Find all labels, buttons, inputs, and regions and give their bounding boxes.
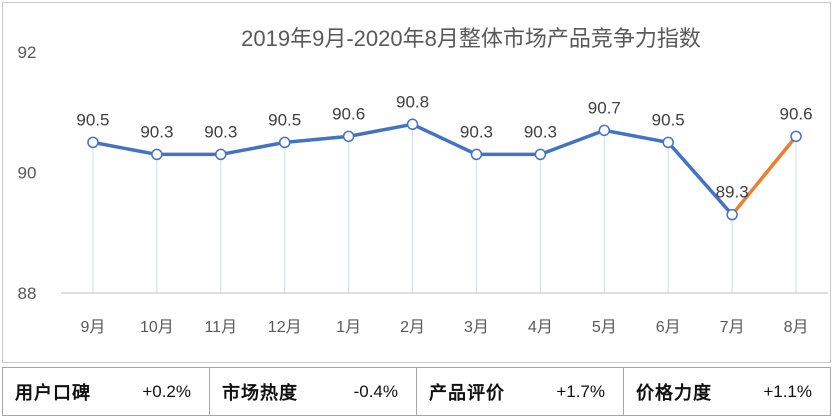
stat-value: +1.1% <box>763 381 812 401</box>
y-tick-label: 88 <box>18 284 37 303</box>
data-label: 90.3 <box>460 122 493 141</box>
drop-lines <box>92 124 797 293</box>
stat-value: +1.7% <box>556 381 605 401</box>
stat-label: 价格力度 <box>636 382 712 403</box>
line-segment <box>346 122 415 139</box>
line-segment <box>602 128 670 145</box>
y-tick-label: 92 <box>18 43 37 62</box>
stat-label: 市场热度 <box>222 382 298 403</box>
y-tick-label: 90 <box>18 164 37 183</box>
data-point <box>342 130 355 143</box>
line-segment <box>91 140 159 157</box>
line-segment <box>410 122 479 157</box>
stat-value: -0.4% <box>353 381 398 401</box>
data-point <box>598 124 611 137</box>
data-point <box>662 136 674 149</box>
line-chart: 2019年9月-2020年8月整体市场产品竞争力指数 92 90 88 9月 10月 1… <box>18 26 828 336</box>
line-segment <box>538 128 607 157</box>
data-labels: 90.5 90.3 90.3 90.5 90.6 90.8 90.3 90.3 90.7 90.5… <box>76 92 812 201</box>
data-point <box>726 208 738 221</box>
x-tick-label: 9月 <box>81 319 106 336</box>
line-segment <box>730 134 798 217</box>
x-tick-label: 10月 <box>140 319 174 336</box>
data-point <box>215 148 227 161</box>
data-point <box>534 148 547 161</box>
x-tick-label: 12月 <box>268 319 302 336</box>
chart-panel: 2019年9月-2020年8月整体市场产品竞争力指数 92 90 88 9月 10月 1… <box>2 2 831 363</box>
data-label: 90.6 <box>779 104 812 123</box>
data-label: 90.5 <box>268 110 301 129</box>
data-point <box>87 136 99 149</box>
data-point <box>278 136 291 149</box>
stat-label: 产品评价 <box>429 382 505 403</box>
data-label: 90.3 <box>524 122 557 141</box>
y-tick-labels: 92 90 88 <box>18 43 37 303</box>
x-tick-label: 7月 <box>720 319 745 336</box>
data-points <box>87 118 802 221</box>
stat-user-reputation: 用户口碑 +0.2% <box>3 368 210 415</box>
chart-title: 2019年9月-2020年8月整体市场产品竞争力指数 <box>241 26 701 51</box>
line-segment <box>666 140 734 217</box>
data-label: 90.3 <box>204 122 237 141</box>
data-point <box>151 148 163 161</box>
stat-product-rating: 产品评价 +1.7% <box>417 368 624 415</box>
line-segment <box>219 140 287 157</box>
data-label: 90.5 <box>76 110 109 129</box>
x-tick-label: 6月 <box>656 319 681 336</box>
x-tick-label: 5月 <box>592 319 617 336</box>
x-tick-label: 8月 <box>784 319 809 336</box>
stat-market-heat: 市场热度 -0.4% <box>210 368 417 415</box>
x-tick-label: 3月 <box>464 319 489 336</box>
x-tick-label: 2月 <box>400 319 425 336</box>
x-tick-labels: 9月 10月 11月 12月 1月 2月 3月 4月 5月 6月 7月 8月 <box>81 319 809 336</box>
data-label: 90.5 <box>652 110 685 129</box>
data-point <box>406 118 419 131</box>
x-tick-label: 4月 <box>528 319 553 336</box>
data-label: 90.7 <box>588 98 621 117</box>
data-point <box>790 130 802 143</box>
stat-value: +0.2% <box>142 381 191 401</box>
stat-price-strength: 价格力度 +1.1% <box>624 368 830 415</box>
line-segment <box>282 134 351 145</box>
x-tick-label: 11月 <box>204 319 237 336</box>
series-line <box>91 122 798 217</box>
data-label: 90.3 <box>140 122 173 141</box>
data-label: 90.8 <box>396 92 429 111</box>
data-label: 89.3 <box>716 183 749 202</box>
data-point <box>470 148 483 161</box>
data-label: 90.6 <box>332 104 365 123</box>
x-tick-label: 1月 <box>336 319 361 336</box>
stat-label: 用户口碑 <box>15 382 91 403</box>
stats-bar: 用户口碑 +0.2% 市场热度 -0.4% 产品评价 +1.7% 价格力度 +1… <box>2 367 831 416</box>
